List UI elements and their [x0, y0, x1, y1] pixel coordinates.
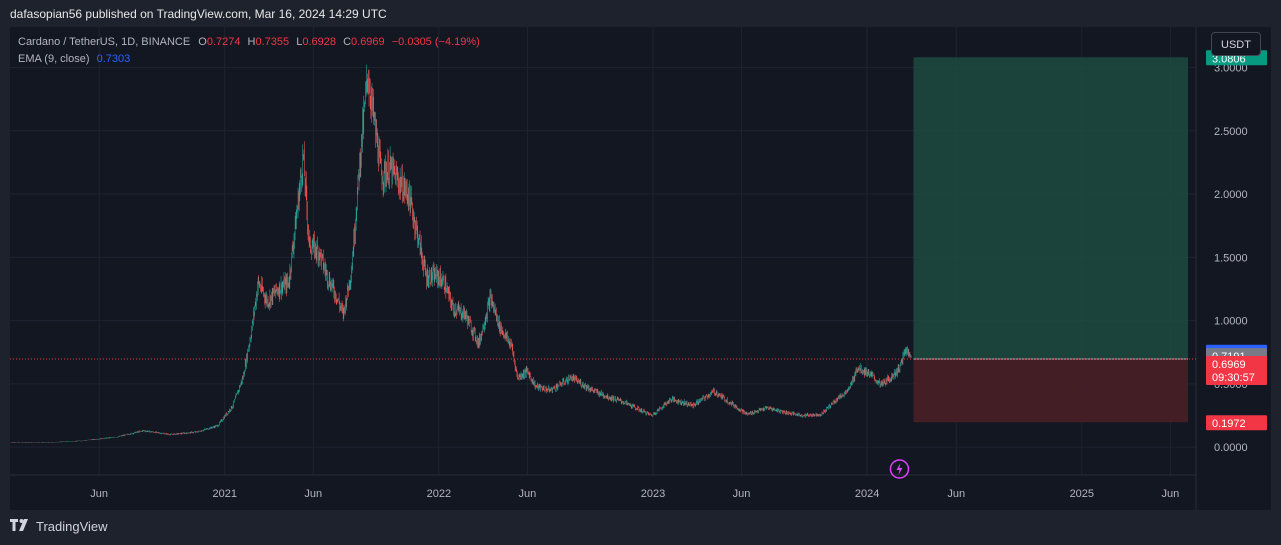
y-tick-label: 3.0000 [1214, 62, 1248, 74]
target-price-badge-text: 3.0806 [1212, 53, 1246, 65]
lightning-bolt-icon [896, 463, 903, 475]
loss-zone [913, 358, 1188, 423]
x-tick-label: 2022 [427, 488, 451, 500]
x-tick-label: Jun [304, 488, 322, 500]
symbol-name[interactable]: Cardano / TetherUS, 1D, BINANCE [18, 36, 191, 48]
y-tick-label: 0.0000 [1214, 442, 1248, 454]
y-tick-label: 1.0000 [1214, 316, 1248, 328]
x-tick-label: 2021 [212, 488, 236, 500]
current-price-badge-text: 09:30:57 [1212, 372, 1255, 384]
close-value: 0.6969 [351, 36, 385, 48]
low-value: 0.6928 [302, 36, 336, 48]
high-value: 0.7355 [255, 36, 290, 48]
ema-label[interactable]: EMA (9, close) [18, 53, 90, 65]
y-tick-label: 2.0000 [1214, 189, 1248, 201]
stop-price-badge-text: 0.1972 [1212, 418, 1246, 430]
ema-value: 0.7303 [96, 53, 131, 65]
publisher-line: dafasopian56 published on TradingView.co… [10, 7, 387, 21]
x-tick-label: Jun [519, 488, 537, 500]
profit-zone [913, 57, 1188, 359]
stop-price-badge [1206, 415, 1267, 431]
currency-button[interactable]: USDT [1211, 32, 1261, 56]
brand-name: TradingView [36, 519, 108, 534]
x-tick-label: 2025 [1070, 488, 1094, 500]
change-value: −0.0305 (−4.19%) [391, 36, 480, 48]
open-label: O [198, 36, 207, 48]
tradingview-logo-icon [10, 519, 32, 534]
current-price-badge [1206, 355, 1267, 385]
low-label: L [296, 36, 303, 48]
x-tick-label: Jun [1162, 488, 1180, 500]
close-label: C [343, 36, 352, 48]
chart-canvas[interactable]: 3.00002.50002.00001.50001.00000.50000.00… [10, 27, 1271, 510]
high-label: H [247, 36, 256, 48]
x-tick-label: 2023 [641, 488, 665, 500]
x-tick-label: Jun [90, 488, 108, 500]
x-tick-label: Jun [947, 488, 965, 500]
ema-legend: EMA (9, close) 0.7303 [18, 53, 130, 65]
x-tick-label: Jun [733, 488, 751, 500]
x-tick-label: 2024 [855, 488, 879, 500]
lightning-icon [889, 459, 910, 479]
chart-pane[interactable]: 3.00002.50002.00001.50001.00000.50000.00… [10, 27, 1271, 510]
open-value: 0.7274 [206, 36, 241, 48]
y-tick-label: 1.5000 [1214, 252, 1248, 264]
current-price-badge-text: 0.6969 [1212, 359, 1246, 371]
symbol-legend: Cardano / TetherUS, 1D, BINANCE O0.7274 … [18, 36, 480, 48]
candles [10, 64, 912, 443]
footer-brand[interactable]: TradingView [10, 519, 108, 534]
y-tick-label: 2.5000 [1214, 126, 1248, 138]
